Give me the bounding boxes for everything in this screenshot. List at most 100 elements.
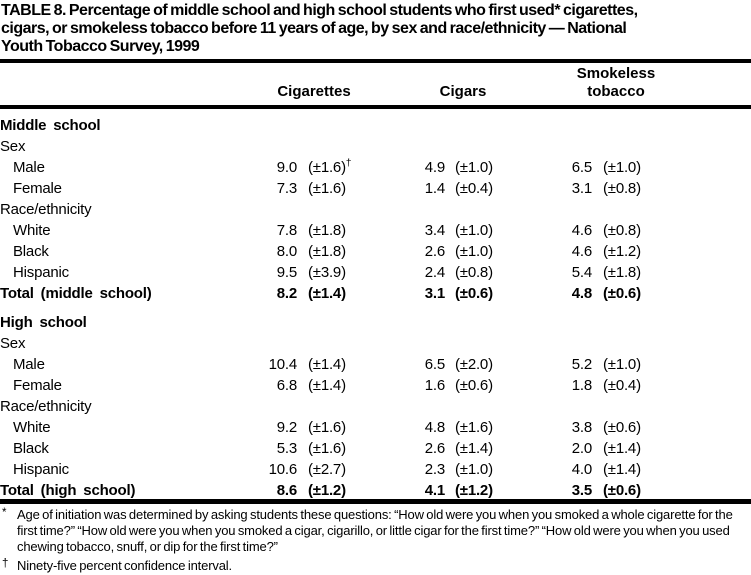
row-label: Sex [0, 138, 26, 155]
row-label: Race/ethnicity [0, 398, 92, 415]
cigars-value: 1.4 [424, 180, 445, 197]
cigarettes-value: 9.5 [276, 264, 297, 281]
cigars-ci: (±1.0) [455, 222, 493, 239]
cigars-value: 2.6 [424, 243, 445, 260]
table-row: Black 5.3 (±1.6) 2.6 (±1.4) 2.0 (±1.4) [0, 436, 751, 457]
table-row: Male 10.4 (±1.4) 6.5 (±2.0) 5.2 (±1.0) [0, 352, 751, 373]
cigars-value: 3.1 [424, 285, 445, 302]
rule-under-header [0, 105, 751, 109]
cigars-ci: (±1.0) [455, 159, 493, 176]
table-title-line1: TABLE 8. Percentage of middle school and… [1, 2, 638, 19]
cigarettes-value: 8.6 [276, 482, 297, 499]
cigarettes-value: 6.8 [276, 377, 297, 394]
smokeless-ci: (±0.6) [603, 482, 641, 499]
cigars-value: 4.9 [424, 159, 445, 176]
cigarettes-ci: (±1.6)† [297, 158, 357, 176]
table-row: White 7.8 (±1.8) 3.4 (±1.0) 4.6 (±0.8) [0, 218, 751, 239]
cigars-value: 2.6 [424, 440, 445, 457]
row-label: Hispanic [13, 264, 69, 281]
cigars-ci: (±1.0) [455, 461, 493, 478]
smokeless-value: 6.5 [571, 159, 592, 176]
cigarettes-ci: (±1.2) [308, 482, 346, 499]
column-header-band: Cigarettes Cigars Smokeless tobacco [0, 63, 751, 105]
row-label: White [13, 419, 51, 436]
table-row: Race/ethnicity [0, 394, 751, 415]
smokeless-value: 2.0 [571, 440, 592, 457]
footnote-age-of-initiation: * Age of initiation was determined by ask… [0, 507, 751, 555]
cigarettes-ci: (±1.6) [308, 180, 346, 197]
cigarettes-value: 8.2 [276, 285, 297, 302]
table-row: Sex [0, 134, 751, 155]
smokeless-value: 3.5 [571, 482, 592, 499]
smokeless-value: 4.6 [571, 222, 592, 239]
smokeless-ci: (±0.8) [603, 180, 641, 197]
smokeless-value: 1.8 [571, 377, 592, 394]
table-row: Male 9.0 (±1.6)† 4.9 (±1.0) 6.5 (±1.0) [0, 155, 751, 176]
smokeless-ci: (±1.0) [603, 356, 641, 373]
row-label: Race/ethnicity [0, 201, 92, 218]
cigars-value: 3.4 [424, 222, 445, 239]
row-label: Male [13, 159, 45, 176]
rule-top [0, 59, 751, 63]
smokeless-value: 5.4 [571, 264, 592, 281]
ci-text: (±1.6) [308, 159, 346, 176]
row-label: Middle school [0, 117, 101, 134]
smokeless-ci: (±1.2) [603, 243, 641, 260]
cigars-ci: (±0.8) [455, 264, 493, 281]
smokeless-ci: (±1.4) [603, 440, 641, 457]
footnote-text: Ninety-five percent confidence interval. [17, 558, 233, 573]
table-row: Middle school [0, 113, 751, 134]
row-label: Black [13, 440, 49, 457]
row-label: Sex [0, 335, 26, 352]
smokeless-value: 3.1 [571, 180, 592, 197]
cigarettes-value: 5.3 [276, 440, 297, 457]
cigars-ci: (±1.0) [455, 243, 493, 260]
cigarettes-ci: (±1.6) [308, 440, 346, 457]
smokeless-ci: (±0.6) [603, 419, 641, 436]
cigarettes-ci: (±3.9) [308, 264, 346, 281]
cigarettes-value: 9.2 [276, 419, 297, 436]
cigarettes-value: 8.0 [276, 243, 297, 260]
cigars-ci: (±0.6) [455, 285, 493, 302]
cigars-ci: (±0.4) [455, 180, 493, 197]
table-title-line2: cigars, or smokeless tobacco before 11 y… [1, 20, 627, 37]
footnote-text: Age of initiation was determined by aski… [17, 507, 733, 554]
cigarettes-ci: (±1.4) [308, 356, 346, 373]
table-row: Female 7.3 (±1.6) 1.4 (±0.4) 3.1 (±0.8) [0, 176, 751, 197]
smokeless-ci: (±1.8) [603, 264, 641, 281]
smokeless-ci: (±0.8) [603, 222, 641, 239]
smokeless-value: 5.2 [571, 356, 592, 373]
footnote-confidence-interval: † Ninety-five percent confidence interval… [0, 558, 751, 574]
table-row: Female 6.8 (±1.4) 1.6 (±0.6) 1.8 (±0.4) [0, 373, 751, 394]
smokeless-value: 4.6 [571, 243, 592, 260]
cigarettes-ci: (±1.6) [308, 419, 346, 436]
cigarettes-value: 7.8 [276, 222, 297, 239]
cigars-value: 4.8 [424, 419, 445, 436]
column-header-smokeless-tobacco: Smokeless tobacco [576, 65, 656, 100]
dagger-footnote-marker: † [345, 158, 352, 169]
table-row: Black 8.0 (±1.8) 2.6 (±1.0) 4.6 (±1.2) [0, 239, 751, 260]
row-label: High school [0, 314, 87, 331]
cigars-value: 1.6 [424, 377, 445, 394]
table-row: Hispanic 9.5 (±3.9) 2.4 (±0.8) 5.4 (±1.8… [0, 260, 751, 281]
row-label: Female [13, 377, 62, 394]
cigars-ci: (±1.2) [455, 482, 493, 499]
cigars-value: 2.3 [424, 461, 445, 478]
cigars-ci: (±1.4) [455, 440, 493, 457]
cigarettes-ci: (±1.8) [308, 222, 346, 239]
dagger-footnote-marker: † [2, 558, 9, 570]
cigarettes-ci: (±1.4) [308, 377, 346, 394]
cigarettes-ci: (±2.7) [308, 461, 346, 478]
footnotes: * Age of initiation was determined by ask… [0, 507, 751, 574]
table-row: Sex [0, 331, 751, 352]
cigars-value: 4.1 [424, 482, 445, 499]
row-label: Hispanic [13, 461, 69, 478]
smokeless-value: 3.8 [571, 419, 592, 436]
cigars-value: 2.4 [424, 264, 445, 281]
cigarettes-value: 10.4 [268, 356, 298, 373]
smokeless-value: 4.8 [571, 285, 592, 302]
table-row: High school [0, 310, 751, 331]
rule-bottom [0, 499, 751, 504]
table-title-line3: Youth Tobacco Survey, 1999 [1, 38, 200, 55]
